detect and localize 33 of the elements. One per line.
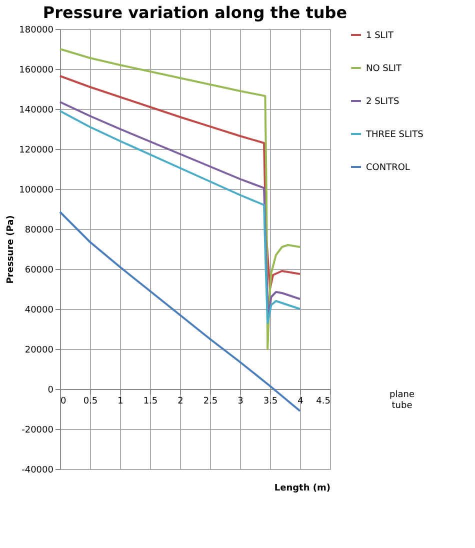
line-series <box>59 48 301 350</box>
legend-label: NO SLIT <box>366 64 402 74</box>
legend-label: CONTROL <box>366 163 410 173</box>
x-tick-label: 3 <box>238 396 244 406</box>
legend-label: THREE SLITS <box>365 130 424 140</box>
y-tick-label: 60000 <box>24 266 54 276</box>
x-tick-label: 0.5 <box>83 396 98 406</box>
y-tick-label: 0 <box>48 386 54 396</box>
y-tick-label: 100000 <box>19 186 54 196</box>
x-axis-title: Length (m) <box>274 484 330 494</box>
x-tick-label: 0 <box>60 396 66 406</box>
y-tick-label: 120000 <box>19 146 54 156</box>
y-tick-label: 160000 <box>19 66 54 76</box>
chart-title: Pressure variation along the tube <box>42 3 348 22</box>
y-axis-title: Pressure (Pa) <box>6 215 16 284</box>
legend-label: 2 SLITS <box>366 97 400 107</box>
y-tick-label: 180000 <box>19 26 54 36</box>
x-tick-label: 2.5 <box>203 396 218 406</box>
y-tick-label: -40000 <box>22 466 54 476</box>
line-series <box>59 211 301 412</box>
y-tick-label: -20000 <box>22 426 54 436</box>
x-tick-label: 1 <box>118 396 124 406</box>
text: plane tube <box>390 390 415 412</box>
x-tick-label: 3.5 <box>263 396 278 406</box>
x-tick-label: 4.5 <box>316 396 330 406</box>
x-tick-label: 4 <box>298 396 304 406</box>
y-tick-label: 140000 <box>19 106 54 116</box>
legend-label: 1 SLIT <box>366 31 394 41</box>
x-tick-label: 1.5 <box>143 396 158 406</box>
y-tick-label: 40000 <box>24 306 54 316</box>
x-tick-label: 2 <box>178 396 184 406</box>
y-tick-label: 20000 <box>24 346 54 356</box>
y-tick-label: 80000 <box>24 226 54 236</box>
